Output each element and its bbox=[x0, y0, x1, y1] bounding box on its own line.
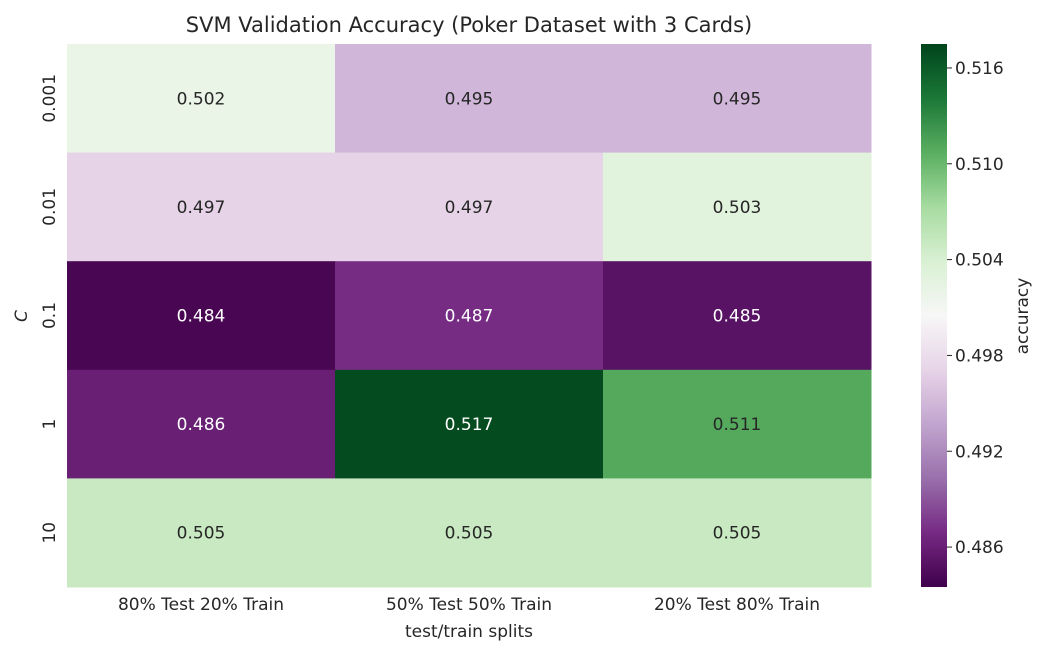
heatmap-cell bbox=[67, 478, 336, 588]
cell-value-label: 0.511 bbox=[713, 415, 762, 435]
x-tick-label: 20% Test 80% Train bbox=[654, 595, 820, 615]
heatmap-cell bbox=[335, 478, 604, 588]
cell-value-label: 0.505 bbox=[445, 524, 494, 544]
heatmap-cells: 0.502 0.495 0.495 0.497 0.497 0.503 0.484 0.487… bbox=[67, 44, 872, 588]
colorbar-tick-label: 0.492 bbox=[955, 442, 1004, 462]
colorbar-tick-label: 0.516 bbox=[955, 59, 1004, 79]
cell-value-label: 0.497 bbox=[445, 198, 494, 218]
heatmap-cell bbox=[335, 44, 604, 154]
heatmap-cell bbox=[67, 44, 336, 154]
cell-value-label: 0.487 bbox=[445, 307, 494, 327]
y-tick-label: 0.001 bbox=[40, 74, 60, 123]
cell-value-label: 0.485 bbox=[713, 307, 762, 327]
heatmap-cell bbox=[603, 44, 872, 154]
chart-title: SVM Validation Accuracy (Poker Dataset w… bbox=[186, 13, 752, 37]
heatmap-cell bbox=[67, 261, 336, 371]
cell-value-label: 0.503 bbox=[713, 198, 762, 218]
heatmap-cell bbox=[335, 152, 604, 262]
colorbar-tick-label: 0.510 bbox=[955, 155, 1004, 175]
colorbar-ticks: 0.486 0.492 0.498 0.504 0.510 0.516 bbox=[947, 59, 1004, 558]
cell-value-label: 0.495 bbox=[713, 89, 762, 109]
colorbar-label: accuracy bbox=[1013, 278, 1033, 355]
colorbar-tick-label: 0.504 bbox=[955, 251, 1004, 271]
cell-value-label: 0.495 bbox=[445, 89, 494, 109]
cell-value-label: 0.517 bbox=[445, 415, 494, 435]
x-tick-labels: 80% Test 20% Train 50% Test 50% Train 20% … bbox=[118, 595, 820, 615]
x-axis-label: test/train splits bbox=[405, 622, 533, 642]
heatmap-cell bbox=[335, 369, 604, 479]
y-tick-labels: 0.001 0.01 0.1 1 10 bbox=[40, 74, 60, 544]
heatmap-cell bbox=[67, 152, 336, 262]
x-tick-label: 80% Test 20% Train bbox=[118, 595, 284, 615]
cell-value-label: 0.484 bbox=[177, 307, 226, 327]
y-tick-label: 0.1 bbox=[40, 302, 60, 329]
cell-value-label: 0.505 bbox=[713, 524, 762, 544]
y-tick-label: 1 bbox=[40, 419, 60, 430]
y-tick-label: 0.01 bbox=[40, 188, 60, 226]
heatmap-cell bbox=[603, 152, 872, 262]
cell-value-label: 0.505 bbox=[177, 524, 226, 544]
y-tick-label: 10 bbox=[40, 522, 60, 544]
heatmap-cell bbox=[335, 261, 604, 371]
cell-value-label: 0.497 bbox=[177, 198, 226, 218]
heatmap-cell bbox=[603, 369, 872, 479]
cell-value-label: 0.486 bbox=[177, 415, 226, 435]
colorbar-tick-label: 0.486 bbox=[955, 538, 1004, 558]
colorbar-gradient bbox=[921, 44, 947, 587]
cell-value-label: 0.502 bbox=[177, 89, 226, 109]
heatmap-cell bbox=[67, 369, 336, 479]
y-axis-label: C bbox=[12, 310, 32, 322]
heatmap-cell bbox=[603, 478, 872, 588]
colorbar-tick-label: 0.498 bbox=[955, 346, 1004, 366]
colorbar: 0.486 0.492 0.498 0.504 0.510 0.516 accuracy bbox=[921, 44, 1033, 587]
heatmap-cell bbox=[603, 261, 872, 371]
x-tick-label: 50% Test 50% Train bbox=[386, 595, 552, 615]
